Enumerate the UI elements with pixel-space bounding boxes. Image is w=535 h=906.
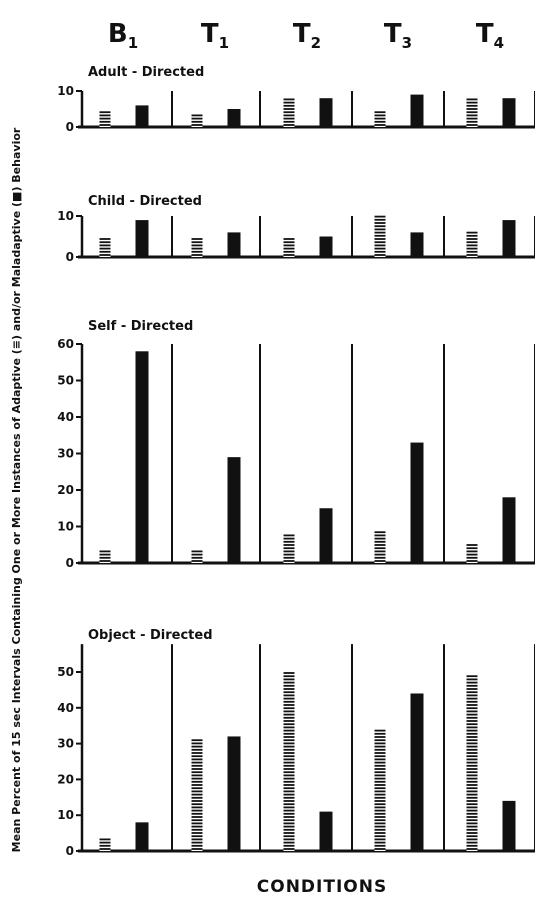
- bar-adaptive: [466, 98, 478, 127]
- bar-maladaptive: [227, 736, 241, 851]
- condition-header-t3: T3: [384, 19, 412, 52]
- y-tick-label: 0: [66, 556, 74, 570]
- bar-adaptive: [466, 544, 478, 563]
- bar-adaptive: [191, 112, 203, 127]
- bar-adaptive-fill: [99, 836, 111, 851]
- y-tick-label: 20: [57, 772, 74, 786]
- bar-maladaptive: [227, 232, 241, 257]
- bar-adaptive: [466, 675, 478, 851]
- bar-maladaptive: [319, 236, 333, 257]
- bar-adaptive-fill: [99, 236, 111, 257]
- panel-title: Adult - Directed: [88, 65, 204, 80]
- condition-header-b1: B1: [108, 19, 138, 52]
- y-tick-label: 40: [57, 410, 74, 424]
- y-tick-label: 10: [57, 808, 74, 822]
- bar-maladaptive: [502, 497, 516, 563]
- panel-self-directed: Self - Directed 0 10 20 30 40 50 60: [57, 319, 535, 570]
- bar-maladaptive: [135, 220, 149, 257]
- bar-adaptive: [191, 548, 203, 563]
- y-tick-label: 10: [57, 520, 74, 534]
- bar-adaptive-fill: [191, 740, 203, 851]
- bar-maladaptive: [319, 508, 333, 563]
- bar-maladaptive: [410, 442, 424, 563]
- condition-header-t4: T4: [476, 19, 504, 52]
- panel-title: Self - Directed: [88, 319, 193, 334]
- y-tick-label: 10: [57, 209, 74, 223]
- y-axis-label: Mean Percent of 15 sec Intervals Contain…: [10, 127, 23, 852]
- bar-maladaptive: [502, 800, 516, 851]
- bar-adaptive-fill: [374, 530, 386, 563]
- bar-adaptive-fill: [283, 236, 295, 257]
- bar-adaptive: [99, 836, 111, 851]
- panel-child-directed: Child - Directed 0 10: [57, 194, 535, 264]
- panel-adult-directed: Adult - Directed 0 10: [57, 65, 535, 134]
- bar-maladaptive: [135, 822, 149, 851]
- condition-headers: B1 T1 T2 T3 T4: [108, 19, 504, 52]
- bar-maladaptive: [319, 98, 333, 127]
- bar-adaptive-fill: [374, 729, 386, 851]
- bar-adaptive: [283, 672, 295, 851]
- y-tick-label: 0: [66, 250, 74, 264]
- bar-adaptive: [99, 548, 111, 563]
- bar-adaptive: [99, 236, 111, 257]
- y-tick-label: 10: [57, 84, 74, 98]
- bar-adaptive: [283, 533, 295, 563]
- bar-adaptive: [283, 98, 295, 127]
- bar-maladaptive: [135, 351, 149, 563]
- bar-adaptive: [466, 231, 478, 257]
- y-tick-label: 60: [57, 337, 74, 351]
- y-tick-label: 50: [57, 665, 74, 679]
- bar-maladaptive: [227, 109, 241, 127]
- bar-maladaptive: [502, 98, 516, 127]
- bar-maladaptive: [319, 811, 333, 851]
- condition-header-t2: T2: [293, 19, 321, 52]
- bar-adaptive-fill: [283, 672, 295, 851]
- y-tick-label: 50: [57, 374, 74, 388]
- bar-maladaptive: [410, 94, 424, 127]
- bar-adaptive: [374, 729, 386, 851]
- panel-object-directed: Object - Directed 0 10 20 30 40 50: [57, 628, 535, 858]
- bar-adaptive: [191, 236, 203, 257]
- bar-adaptive: [374, 109, 386, 127]
- panel-title: Object - Directed: [88, 628, 213, 643]
- bar-maladaptive: [410, 232, 424, 257]
- bar-adaptive-fill: [99, 548, 111, 563]
- condition-header-t1: T1: [201, 19, 229, 52]
- y-tick-label: 0: [66, 120, 74, 134]
- bar-adaptive-fill: [191, 236, 203, 257]
- y-tick-label: 20: [57, 483, 74, 497]
- bar-maladaptive: [227, 457, 241, 563]
- bar-maladaptive: [502, 220, 516, 257]
- bar-adaptive: [99, 109, 111, 127]
- bar-adaptive-fill: [191, 548, 203, 563]
- y-tick-label: 0: [66, 844, 74, 858]
- bar-adaptive: [191, 739, 203, 851]
- panel-title: Child - Directed: [88, 194, 202, 209]
- bar-adaptive-fill: [191, 112, 203, 127]
- x-axis-label: CONDITIONS: [257, 877, 387, 897]
- bar-adaptive: [374, 215, 386, 257]
- y-tick-label: 30: [57, 447, 74, 461]
- bar-maladaptive: [410, 693, 424, 851]
- bar-adaptive: [374, 530, 386, 563]
- bar-adaptive: [283, 236, 295, 257]
- bar-maladaptive: [135, 105, 149, 127]
- y-tick-label: 40: [57, 701, 74, 715]
- y-tick-label: 30: [57, 737, 74, 751]
